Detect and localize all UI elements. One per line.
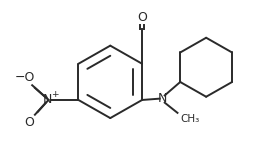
Text: −O: −O (14, 71, 35, 84)
Text: O: O (137, 11, 147, 24)
Text: N: N (158, 92, 167, 105)
Text: O: O (24, 116, 34, 129)
Text: N: N (42, 93, 52, 106)
Text: +: + (51, 90, 58, 99)
Text: CH₃: CH₃ (181, 114, 200, 124)
